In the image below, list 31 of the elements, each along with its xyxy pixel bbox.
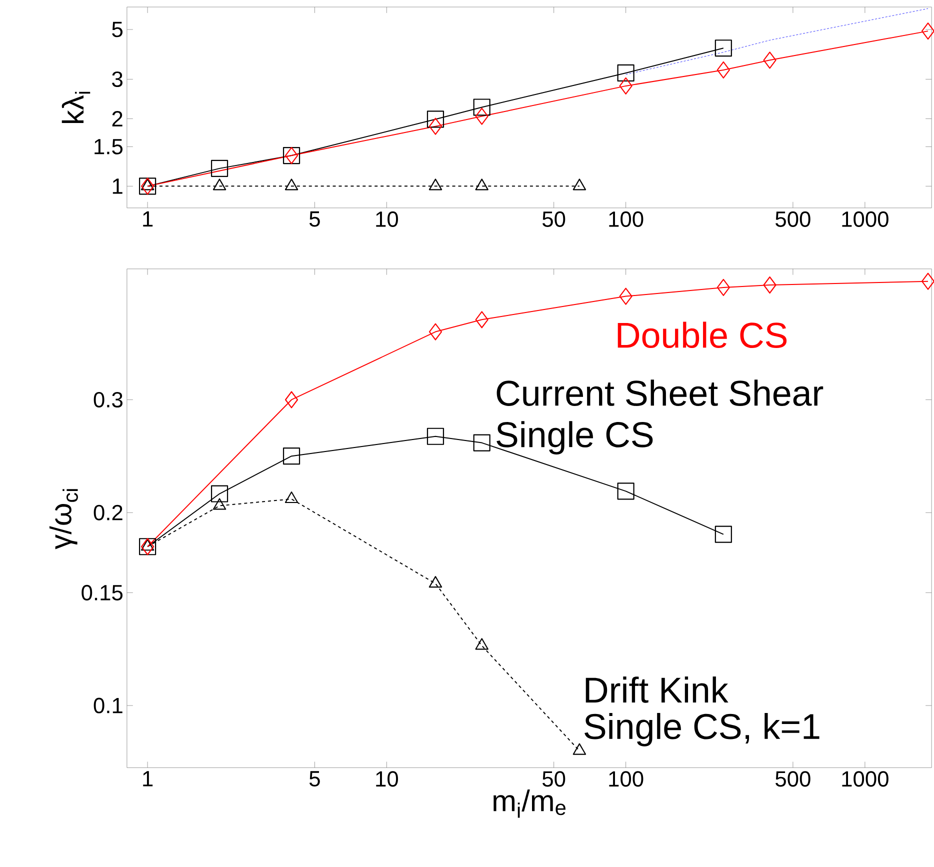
y-axis-title: γ/ω$_{ci}$ [49,489,78,550]
y-tick-label: 3 [112,72,122,88]
x-tick-label: 5 [309,212,320,227]
x-tick-label: 1 [143,212,153,227]
x-tick-label: 10 [376,212,398,228]
x-axis-title: m$_{i}$/m$_{e}$ [494,790,566,818]
x-tick-label: 100 [609,212,644,228]
x-tick-label: 1000 [842,771,888,787]
y-tick-label: 1 [112,178,122,194]
x-tick-label: 100 [609,771,644,787]
x-tick-label: 1000 [842,212,888,228]
x-tick-label: 1 [143,771,153,786]
y-tick-label: 1.5 [94,139,123,155]
y-tick-label: 0.3 [94,392,122,408]
x-tick-label: 500 [776,212,810,228]
y-tick-label: 2 [112,111,122,127]
x-tick-label: 50 [542,212,566,228]
x-tick-label: 500 [776,771,810,787]
x-tick-label: 10 [376,771,398,787]
annotation: Drift Kink [586,676,728,704]
annotation: Single CS [496,421,653,455]
y-tick-label: 5 [112,22,122,38]
y-tick-label: 0.1 [94,698,122,714]
annotation: Double CS [618,322,787,348]
x-tick-label: 5 [309,771,320,787]
y-tick-label: 0.15 [82,585,122,601]
x-tick-label: 50 [542,771,566,787]
annotation: Current Sheet Shear [496,380,824,406]
annotation: Single CS, k=1 [584,713,820,747]
y-axis-title: kλ$_{i}$ [62,92,90,124]
y-tick-label: 0.2 [94,505,122,521]
